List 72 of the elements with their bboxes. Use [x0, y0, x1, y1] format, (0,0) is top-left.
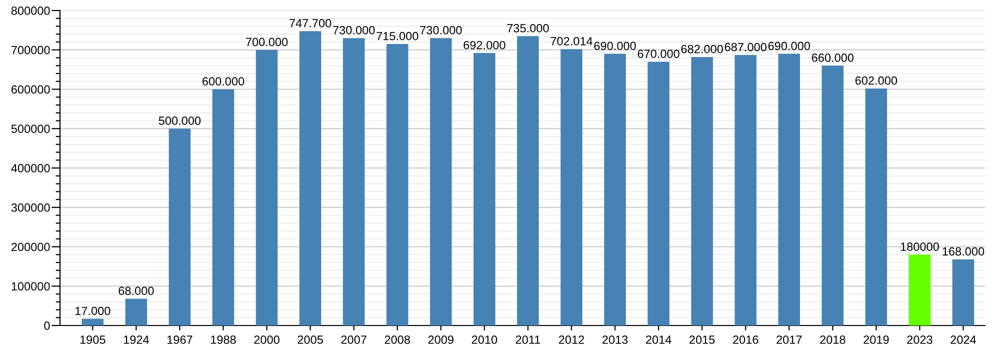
x-tick-label: 2017: [776, 336, 802, 344]
data-label: 602.000: [855, 76, 898, 85]
bar: [342, 38, 365, 326]
bar: [865, 88, 888, 326]
data-label: 600.000: [202, 77, 244, 86]
data-label: 17.000: [75, 306, 110, 316]
x-tick-label: 2005: [298, 336, 323, 344]
data-label: 730.000: [420, 26, 462, 34]
bar: [212, 89, 234, 326]
data-label: 682.000: [681, 44, 723, 54]
data-label: 690.000: [768, 42, 810, 50]
data-label: 670.000: [638, 50, 680, 58]
x-tick-label: 2010: [472, 336, 498, 344]
x-tick-label: 1905: [80, 336, 106, 344]
data-label: 747.700: [290, 19, 332, 28]
data-label: 702.014: [550, 37, 592, 46]
x-tick-label: 2007: [341, 336, 366, 344]
x-tick-label: 1967: [167, 336, 192, 344]
data-label: 687.000: [724, 42, 766, 52]
data-label: 180000: [900, 242, 939, 251]
bar: [517, 36, 539, 326]
data-label: 690.000: [594, 42, 636, 50]
y-tick-label: 100000: [12, 282, 50, 291]
data-label: 700.000: [246, 38, 288, 46]
y-tick-label: 600000: [11, 85, 50, 94]
bar: [908, 254, 931, 326]
bar: [386, 44, 408, 326]
x-tick-label: 2008: [384, 336, 410, 344]
x-tick-label: 2000: [254, 336, 280, 344]
data-label: 68.000: [118, 286, 154, 296]
bar: [256, 50, 278, 326]
bar: [474, 53, 496, 326]
data-label: 715.000: [376, 32, 418, 40]
x-tick-label: 2023: [907, 336, 932, 344]
bar: [125, 298, 148, 326]
y-tick-label: 0: [44, 322, 50, 330]
x-tick-label: 2011: [516, 336, 540, 344]
y-tick-label: 700000: [11, 46, 50, 54]
bar: [604, 54, 626, 326]
x-tick-label: 2012: [558, 336, 584, 344]
y-tick-label: 300000: [11, 203, 50, 212]
bar: [952, 259, 974, 326]
y-tick-label: 200000: [11, 242, 50, 252]
bar: [82, 318, 104, 326]
bar: [299, 31, 322, 326]
x-tick-label: 2016: [733, 336, 758, 344]
x-tick-label: 1924: [124, 336, 149, 344]
data-label: 660.000: [812, 54, 854, 62]
bar: [560, 49, 582, 326]
data-label: 730.000: [333, 26, 375, 34]
bar: [430, 38, 452, 326]
bar: [734, 54, 756, 326]
bar: [648, 62, 670, 326]
bar: [822, 66, 844, 326]
bar: [691, 56, 713, 326]
bar: [778, 54, 800, 326]
y-tick-label: 400000: [11, 164, 50, 172]
data-label: 735.000: [507, 24, 549, 32]
x-tick-label: 2015: [690, 336, 715, 344]
data-label: 500.000: [158, 116, 201, 125]
x-tick-label: 2018: [820, 336, 846, 344]
x-tick-label: 2019: [864, 336, 889, 344]
x-tick-label: 2009: [428, 336, 454, 344]
x-tick-label: 2014: [646, 336, 672, 344]
x-tick-label: 2024: [950, 336, 976, 344]
data-label: 692.000: [464, 40, 506, 50]
y-tick-label: 800000: [11, 6, 50, 15]
data-label: 168.000: [942, 247, 984, 256]
y-tick-label: 500000: [11, 124, 50, 134]
x-tick-label: 1988: [211, 336, 236, 344]
x-tick-label: 2013: [602, 336, 628, 344]
bar: [168, 128, 191, 326]
